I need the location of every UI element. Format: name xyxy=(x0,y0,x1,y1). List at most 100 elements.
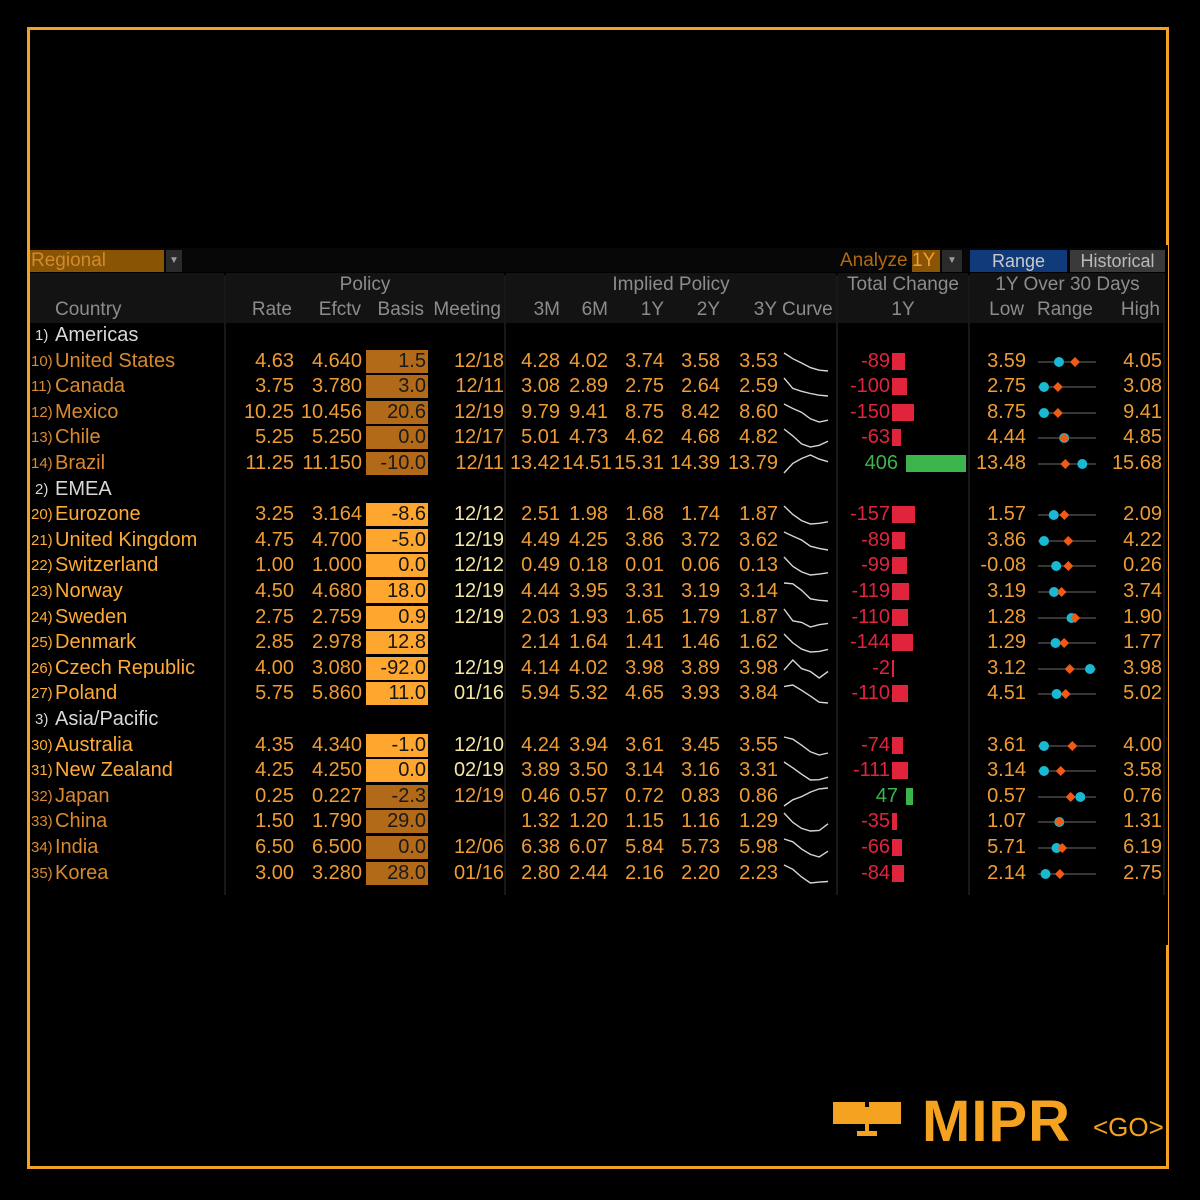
table-row[interactable]: 24) Sweden 2.75 2.759 0.9 12/19 2.03 1.93 1.65 1.… xyxy=(30,605,1168,630)
table-row[interactable]: 32) Japan 0.25 0.227 -2.3 12/19 0.46 0.57 0.72 0.… xyxy=(30,784,1168,809)
col-range[interactable]: Range xyxy=(1037,299,1093,320)
range-high: 3.08 xyxy=(1123,375,1162,398)
country-name[interactable]: Czech Republic xyxy=(55,656,196,679)
col-basis[interactable]: Basis xyxy=(377,299,424,320)
col-country[interactable]: Country xyxy=(55,299,122,320)
basis-value: 0.0 xyxy=(366,759,428,783)
implied-2y: 2.20 xyxy=(681,861,720,884)
col-2y[interactable]: 2Y xyxy=(696,299,720,320)
table-row[interactable]: 12) Mexico 10.25 10.456 20.6 12/19 9.79 9.41 8.7… xyxy=(30,400,1168,425)
implied-3m: 13.42 xyxy=(509,452,560,474)
next-meeting: 02/19 xyxy=(453,759,504,782)
effective-rate: 4.340 xyxy=(311,733,362,756)
policy-rate: 11.25 xyxy=(245,452,294,474)
total-change-bar xyxy=(892,531,906,549)
effective-rate: 5.250 xyxy=(311,426,362,449)
country-name[interactable]: New Zealand xyxy=(55,759,173,782)
table-row[interactable]: 27) Poland 5.75 5.860 11.0 01/16 5.94 5.32 4.65 3… xyxy=(30,681,1168,706)
implied-2y: 1.16 xyxy=(681,810,720,833)
country-name[interactable]: Brazil xyxy=(55,452,106,474)
country-name[interactable]: Korea xyxy=(55,861,109,884)
effective-rate: 3.780 xyxy=(311,375,362,398)
range-indicator xyxy=(1038,587,1096,597)
col-efctv[interactable]: Efctv xyxy=(318,299,361,320)
implied-3y: 2.23 xyxy=(739,861,778,884)
next-meeting: 12/19 xyxy=(453,656,504,679)
table-row[interactable]: 23) Norway 4.50 4.680 18.0 12/19 4.44 3.95 3.31 3… xyxy=(30,579,1168,604)
effective-rate: 1.790 xyxy=(311,810,362,833)
country-name[interactable]: Eurozone xyxy=(55,503,141,526)
country-name[interactable]: Canada xyxy=(55,375,126,398)
col-rate[interactable]: Rate xyxy=(251,299,292,320)
implied-1y: 5.84 xyxy=(625,836,664,858)
col-low[interactable]: Low xyxy=(989,299,1024,320)
region-dropdown[interactable]: Regional xyxy=(30,250,164,272)
table-row[interactable]: 34) India 6.50 6.500 0.0 12/06 6.38 6.07 5.84 5.7… xyxy=(30,835,1168,860)
col-1y[interactable]: 1Y xyxy=(640,299,664,320)
col-3y[interactable]: 3Y xyxy=(753,299,777,320)
country-name[interactable]: China xyxy=(55,810,108,833)
country-name[interactable]: Japan xyxy=(55,784,110,807)
table-row[interactable]: 13) Chile 5.25 5.250 0.0 12/17 5.01 4.73 4.62 4.6… xyxy=(30,425,1168,450)
table-row[interactable]: 14) Brazil 11.25 11.150 -10.0 12/11 13.42 14.51… xyxy=(30,451,1168,476)
section-header[interactable]: 3) Asia/Pacific xyxy=(30,707,1168,732)
implied-1y: 3.98 xyxy=(625,656,664,679)
country-name[interactable]: United States xyxy=(55,349,176,372)
curve-sparkline xyxy=(783,735,829,756)
region-dropdown-arrow-icon[interactable]: ▼ xyxy=(166,250,182,272)
row-number: 11) xyxy=(31,378,52,396)
total-change-value: -99 xyxy=(861,554,890,577)
logo-text: MIPR xyxy=(922,1089,1071,1154)
country-name[interactable]: Poland xyxy=(55,682,118,705)
table-row[interactable]: 11) Canada 3.75 3.780 3.0 12/11 3.08 2.89 2.75 2.… xyxy=(30,374,1168,399)
implied-6m: 3.50 xyxy=(569,759,608,782)
table-row[interactable]: 10) United States 4.63 4.640 1.5 12/18 4.28 4.0… xyxy=(30,349,1168,374)
range-30d-marker xyxy=(1059,638,1070,649)
table-row[interactable]: 35) Korea 3.00 3.280 28.0 01/16 2.80 2.44 2.16 2.… xyxy=(30,861,1168,886)
implied-3y: 3.53 xyxy=(739,349,778,372)
range-current-marker xyxy=(1039,382,1049,393)
country-name[interactable]: Chile xyxy=(55,426,101,449)
implied-3m: 5.01 xyxy=(521,426,560,449)
table-row[interactable]: 22) Switzerland 1.00 1.000 0.0 12/12 0.49 0.18 0… xyxy=(30,553,1168,578)
col-curve[interactable]: Curve xyxy=(782,299,833,320)
next-meeting: 12/11 xyxy=(455,375,504,398)
period-dropdown-arrow-icon[interactable]: ▼ xyxy=(942,250,962,272)
col-6m[interactable]: 6M xyxy=(581,299,608,320)
country-name[interactable]: Switzerland xyxy=(55,554,159,577)
section-header[interactable]: 1) Americas xyxy=(30,323,1168,348)
col-high[interactable]: High xyxy=(1120,299,1160,320)
country-name[interactable]: Sweden xyxy=(55,605,128,628)
table-row[interactable]: 33) China 1.50 1.790 29.0 1.32 1.20 1.15 1.16 1.2… xyxy=(30,809,1168,834)
implied-3y: 3.62 xyxy=(739,528,778,551)
table-row[interactable]: 25) Denmark 2.85 2.978 12.8 2.14 1.64 1.41 1.46 1… xyxy=(30,630,1168,655)
col-total-change-1y[interactable]: 1Y xyxy=(891,299,915,320)
policy-rate: 1.50 xyxy=(255,810,294,833)
basis-value: 1.5 xyxy=(366,349,428,373)
range-button[interactable]: Range xyxy=(970,250,1067,272)
implied-6m: 4.02 xyxy=(569,656,608,679)
col-meeting[interactable]: Meeting xyxy=(433,299,501,320)
country-name[interactable]: Australia xyxy=(55,733,133,756)
country-name[interactable]: Norway xyxy=(55,580,123,602)
range-low: 2.75 xyxy=(987,375,1026,398)
country-name[interactable]: Mexico xyxy=(55,400,119,423)
historical-button[interactable]: Historical xyxy=(1070,250,1165,272)
range-indicator xyxy=(1038,612,1096,623)
period-dropdown[interactable]: 1Y xyxy=(912,250,940,272)
country-name[interactable]: India xyxy=(55,836,99,858)
table-row[interactable]: 21) United Kingdom 4.75 4.700 -5.0 12/19 4.49 4… xyxy=(30,528,1168,553)
country-name[interactable]: Denmark xyxy=(55,631,137,654)
implied-3m: 2.03 xyxy=(521,605,560,628)
country-name[interactable]: United Kingdom xyxy=(55,528,198,551)
table-row[interactable]: 26) Czech Republic 4.00 3.080 -92.0 12/19 4.14… xyxy=(30,656,1168,681)
effective-rate: 1.000 xyxy=(311,554,362,577)
implied-2y: 1.74 xyxy=(681,503,720,526)
next-meeting: 12/11 xyxy=(455,452,504,474)
table-row[interactable]: 31) New Zealand 4.25 4.250 0.0 02/19 3.89 3.50 3… xyxy=(30,758,1168,783)
table-row[interactable]: 20) Eurozone 3.25 3.164 -8.6 12/12 2.51 1.98 1.6… xyxy=(30,502,1168,527)
implied-2y: 3.58 xyxy=(681,349,720,372)
col-3m[interactable]: 3M xyxy=(533,299,560,320)
table-row[interactable]: 30) Australia 4.35 4.340 -1.0 12/10 4.24 3.94 3.… xyxy=(30,733,1168,758)
section-header[interactable]: 2) EMEA xyxy=(30,477,1168,502)
